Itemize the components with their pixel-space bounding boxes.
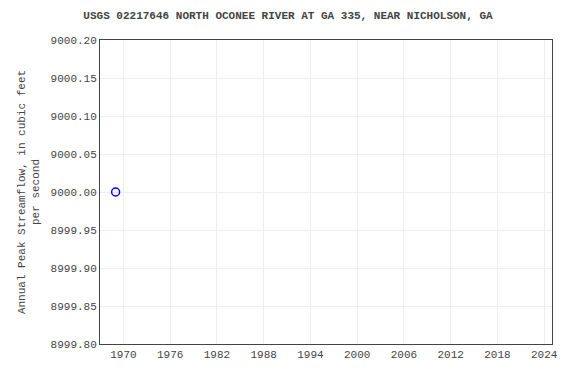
svg-text:2006: 2006 <box>391 349 417 361</box>
svg-text:2012: 2012 <box>437 349 463 361</box>
svg-text:9000.10: 9000.10 <box>51 111 97 123</box>
svg-text:Annual Peak Streamflow, in cub: Annual Peak Streamflow, in cubic feetper… <box>16 70 42 314</box>
svg-text:1994: 1994 <box>297 349 324 361</box>
svg-text:9000.00: 9000.00 <box>51 187 97 199</box>
svg-text:1976: 1976 <box>157 349 183 361</box>
svg-text:9000.20: 9000.20 <box>51 35 97 47</box>
svg-text:1982: 1982 <box>204 349 230 361</box>
svg-text:9000.05: 9000.05 <box>51 149 97 161</box>
svg-text:9000.15: 9000.15 <box>51 73 97 85</box>
svg-text:2000: 2000 <box>344 349 370 361</box>
svg-text:8999.85: 8999.85 <box>51 301 97 313</box>
svg-text:8999.80: 8999.80 <box>51 339 97 351</box>
svg-text:2024: 2024 <box>531 349 558 361</box>
svg-text:1988: 1988 <box>250 349 276 361</box>
svg-text:2018: 2018 <box>484 349 510 361</box>
svg-text:8999.95: 8999.95 <box>51 225 97 237</box>
svg-text:1970: 1970 <box>110 349 136 361</box>
svg-text:USGS 02217646 NORTH OCONEE RIV: USGS 02217646 NORTH OCONEE RIVER AT GA 3… <box>83 10 493 22</box>
svg-text:8999.90: 8999.90 <box>51 263 97 275</box>
